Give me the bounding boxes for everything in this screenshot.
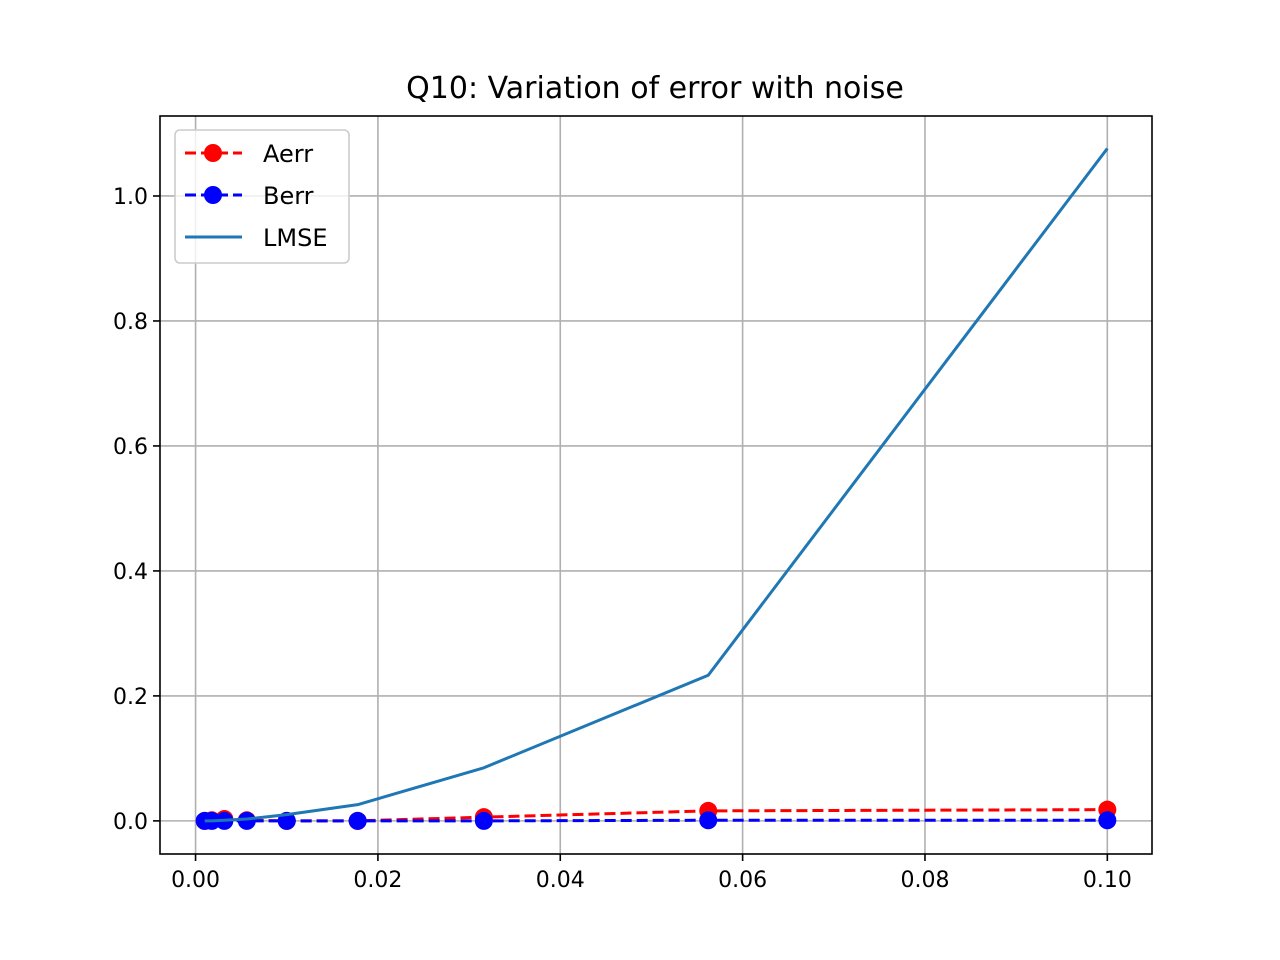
data-point-berr bbox=[1098, 811, 1117, 830]
data-point-berr bbox=[474, 811, 493, 830]
x-tick-label: 0.00 bbox=[171, 868, 220, 893]
y-tick-label: 0.2 bbox=[113, 685, 148, 710]
y-tick-label: 1.0 bbox=[113, 185, 148, 210]
x-tick-label: 0.08 bbox=[900, 868, 949, 893]
y-tick-label: 0.4 bbox=[113, 560, 148, 585]
x-tick-label: 0.10 bbox=[1083, 868, 1132, 893]
y-tick-label: 0.6 bbox=[113, 435, 148, 460]
legend-marker-berr bbox=[204, 186, 222, 204]
legend-label-aerr: Aerr bbox=[263, 140, 313, 168]
series-lmse bbox=[204, 147, 1109, 823]
plot-frame bbox=[159, 115, 1153, 855]
series-layer bbox=[195, 147, 1117, 830]
data-point-berr bbox=[348, 811, 367, 830]
x-tick-label: 0.04 bbox=[536, 868, 585, 893]
series-line-lmse bbox=[204, 147, 1109, 823]
legend-label-berr: Berr bbox=[263, 182, 314, 210]
data-point-berr bbox=[237, 811, 256, 830]
x-tick-label: 0.02 bbox=[353, 868, 402, 893]
chart-title: Q10: Variation of error with noise bbox=[406, 71, 904, 106]
legend-box bbox=[174, 129, 350, 264]
data-point-berr bbox=[699, 811, 718, 830]
legend-marker-aerr bbox=[204, 144, 222, 162]
legend-label-lmse: LMSE bbox=[263, 224, 327, 252]
y-tick-label: 0.8 bbox=[113, 310, 148, 335]
legend: Aerr Berr LMSE bbox=[174, 129, 350, 264]
y-tick-label: 0.0 bbox=[113, 810, 148, 835]
x-tick-label: 0.06 bbox=[718, 868, 767, 893]
axis-ticks: 0.00 0.02 0.04 0.06 0.08 0.10 0.0 0.2 0.4 0.6 0.8 1… bbox=[113, 185, 1132, 893]
